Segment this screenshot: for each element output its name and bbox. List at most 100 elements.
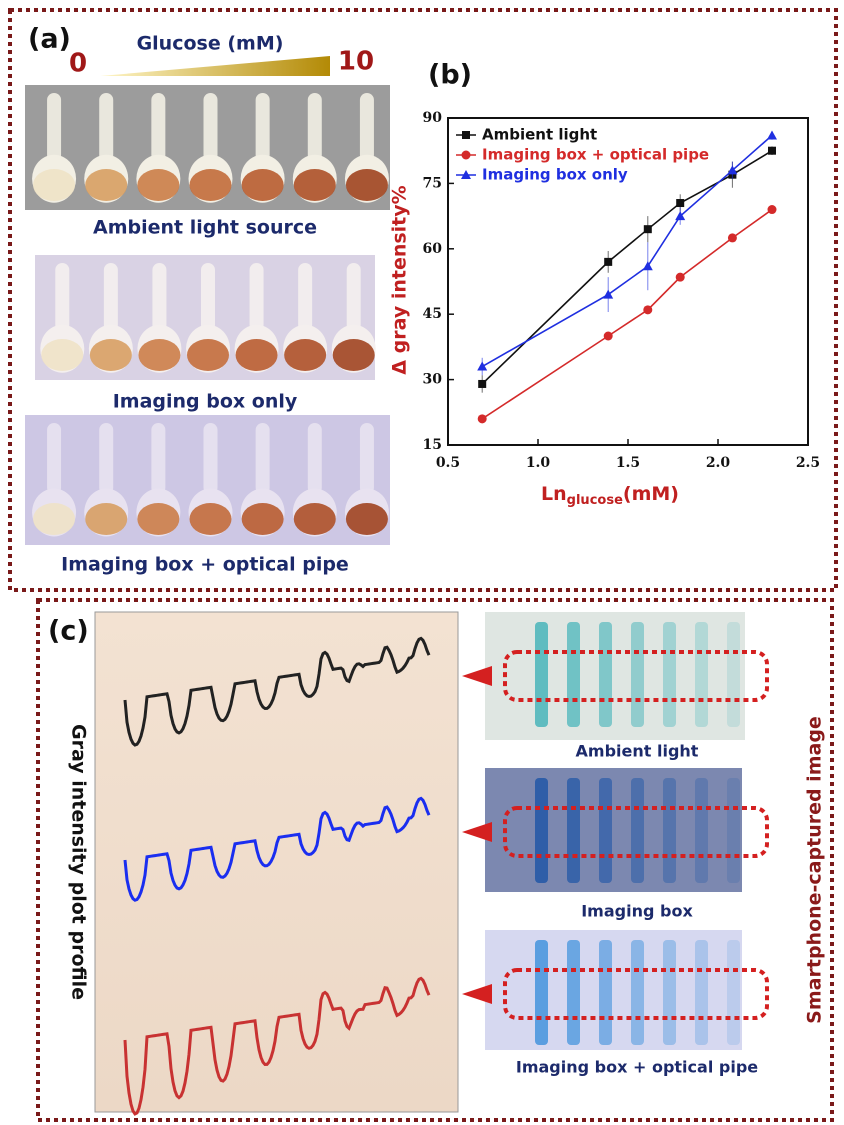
- spoon-stain: [236, 339, 278, 371]
- marker: [767, 130, 777, 139]
- caption: Imaging box only: [113, 391, 298, 413]
- spoon-handle: [47, 423, 61, 495]
- x-tick-label: 1.5: [616, 455, 640, 471]
- marker: [603, 290, 613, 299]
- spoon-stain: [294, 169, 336, 201]
- marker: [604, 258, 612, 266]
- spoon-stain: [242, 169, 284, 201]
- strip: [727, 778, 740, 883]
- spoon-stain: [85, 503, 127, 535]
- strip: [567, 622, 580, 727]
- panel-label: (c): [48, 616, 89, 647]
- spoon-handle: [99, 423, 113, 495]
- right-title: Smartphone-captured image: [804, 716, 826, 1024]
- figure: (a) Glucose (mM) 0 10 Ambient light sour…: [0, 0, 844, 1125]
- caption: Imaging box + optical pipe: [516, 1058, 758, 1077]
- strip: [599, 940, 612, 1045]
- gradient-max: 10: [338, 47, 374, 77]
- spoon-handle: [201, 263, 215, 332]
- spoon-stain: [294, 503, 336, 535]
- spoon-handle: [151, 93, 165, 162]
- spoon-handle: [360, 93, 374, 162]
- caption: Imaging box: [581, 902, 693, 921]
- left-title: Gray intensity plot profile: [68, 724, 90, 1000]
- legend-label: Imaging box + optical pipe: [482, 146, 709, 164]
- panel-label: (a): [28, 24, 71, 55]
- spoon-stain: [41, 339, 83, 371]
- spoon-stain: [85, 169, 127, 201]
- x-axis-label: Lnglucose(mM): [541, 483, 679, 508]
- spoon-handle: [360, 423, 374, 495]
- spoon-handle: [308, 423, 322, 495]
- x-axis-label-part: (mM): [623, 483, 679, 505]
- marker: [478, 380, 486, 388]
- spoon-stain: [137, 503, 179, 535]
- spoon-stain: [137, 169, 179, 201]
- spoon-handle: [256, 423, 270, 495]
- marker: [478, 414, 487, 423]
- spoon-stain: [333, 339, 375, 371]
- spoon-stain: [242, 503, 284, 535]
- strip: [663, 940, 676, 1045]
- strip: [695, 778, 708, 883]
- marker: [643, 305, 652, 314]
- marker: [477, 362, 487, 371]
- y-tick-label: 15: [423, 437, 442, 453]
- caption: Ambient light: [576, 742, 699, 761]
- x-tick-label: 2.5: [796, 455, 820, 471]
- panel-label: (b): [428, 60, 472, 91]
- y-tick-label: 45: [423, 306, 442, 322]
- marker: [728, 233, 737, 242]
- series-line: [482, 151, 772, 384]
- legend-marker: [462, 131, 470, 139]
- spoon-handle: [256, 93, 270, 162]
- strip: [567, 940, 580, 1045]
- marker: [676, 199, 684, 207]
- spoon-stain: [90, 339, 132, 371]
- strip: [727, 622, 740, 727]
- marker: [676, 273, 685, 282]
- y-axis-label: Δ gray intensity%: [389, 185, 411, 374]
- gradient-title: Glucose (mM): [137, 33, 284, 55]
- x-axis-label-part: glucose: [567, 493, 623, 508]
- legend-marker: [462, 151, 471, 160]
- legend-label: Imaging box only: [482, 166, 628, 184]
- y-tick-label: 30: [423, 372, 443, 388]
- strip: [535, 940, 548, 1045]
- marker: [768, 147, 776, 155]
- spoon-stain: [346, 503, 388, 535]
- x-tick-label: 0.5: [436, 455, 460, 471]
- series-line: [482, 210, 772, 419]
- strip: [631, 940, 644, 1045]
- spoon-handle: [204, 423, 218, 495]
- caption: Ambient light source: [93, 217, 317, 239]
- arrow: [462, 666, 492, 686]
- marker: [643, 261, 653, 270]
- spoon-handle: [47, 93, 61, 162]
- y-tick-label: 60: [423, 241, 443, 257]
- spoon-handle: [151, 423, 165, 495]
- strip: [567, 778, 580, 883]
- strip: [663, 778, 676, 883]
- strip: [631, 622, 644, 727]
- legend-label: Ambient light: [482, 126, 597, 144]
- spoon-handle: [347, 263, 361, 332]
- gradient-wedge: [100, 56, 330, 76]
- marker: [768, 205, 777, 214]
- gradient-min: 0: [69, 49, 87, 79]
- spoon-stain: [190, 169, 232, 201]
- strip: [599, 778, 612, 883]
- spoon-stain: [190, 503, 232, 535]
- x-tick-label: 1.0: [526, 455, 551, 471]
- strip: [535, 622, 548, 727]
- spoon-stain: [346, 169, 388, 201]
- spoon-handle: [250, 263, 264, 332]
- strip: [535, 778, 548, 883]
- strip: [695, 622, 708, 727]
- spoon-handle: [204, 93, 218, 162]
- caption: Imaging box + optical pipe: [61, 554, 349, 576]
- x-axis-label-part: Ln: [541, 483, 567, 505]
- spoon-handle: [99, 93, 113, 162]
- marker: [644, 225, 652, 233]
